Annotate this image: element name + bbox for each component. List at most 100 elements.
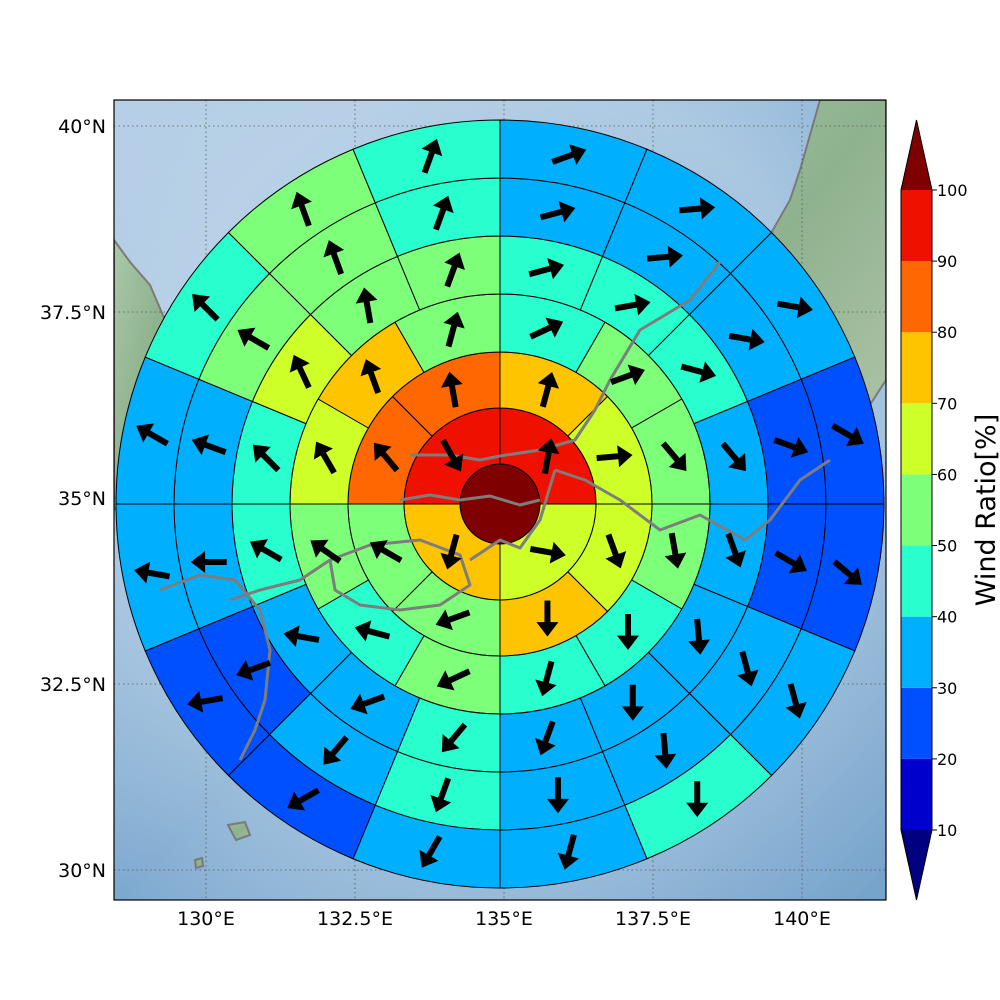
colorbar-tick-label: 10: [937, 821, 957, 840]
wind-arrow-head: [291, 191, 312, 210]
wind-arrow-head: [323, 240, 345, 258]
wind-arrow-head: [728, 453, 746, 472]
lat-tick-label: 37.5°N: [40, 302, 106, 324]
lon-tick-label: 132.5°E: [317, 908, 393, 930]
wind-arrow-head: [535, 738, 556, 756]
colorbar-segment: [901, 403, 932, 475]
lon-tick-label: 137.5°E: [615, 908, 691, 930]
wind-arrow-head: [236, 659, 254, 681]
wind-arrow-head: [237, 327, 256, 347]
wind-arrow-head: [845, 427, 864, 447]
wind-arrow-head: [136, 423, 155, 443]
colorbar-tick-label: 70: [937, 394, 957, 413]
wind-arrow-head: [310, 539, 329, 558]
wind-arrow-head: [432, 195, 454, 214]
colorbar-tick-label: 30: [937, 679, 957, 698]
colorbar: 10 20 30 40 50 60 70 80 90 100: [900, 119, 968, 901]
wind-arrow-head: [668, 452, 687, 471]
lat-tick-label: 32.5°N: [40, 674, 106, 696]
wind-arrow-head: [323, 746, 342, 765]
colorbar-under-triangle: [901, 830, 932, 900]
lon-tick-label: 140°E: [773, 908, 831, 930]
wind-arrow-head: [283, 625, 300, 647]
wind-arrow-head: [441, 734, 460, 753]
wind-arrow-head: [360, 359, 382, 377]
wind-arrow-head: [667, 245, 683, 268]
lat-tick-label: 35°N: [58, 488, 106, 510]
wind-arrow-head: [699, 361, 717, 383]
wind-arrow-head: [843, 567, 862, 585]
wind-arrow-head: [537, 438, 560, 455]
wind-arrow-head: [737, 669, 759, 687]
wind-arrow-head: [535, 679, 557, 697]
wind-arrow-head: [373, 442, 392, 461]
wind-arrow-head: [436, 670, 455, 691]
wind-arrow-head: [568, 144, 587, 165]
colorbar-segment: [901, 332, 932, 404]
wind-arrow-head: [435, 609, 453, 631]
wind-arrow-head: [627, 364, 645, 386]
colorbar-segment: [901, 758, 932, 830]
colorbar-tick-label: 90: [937, 252, 957, 271]
wind-arrow-head: [369, 540, 388, 560]
wind-arrow-head: [444, 252, 465, 270]
longitude-ticks: 130°E 132.5°E 135°E 137.5°E 140°E: [177, 908, 831, 930]
wind-arrow-head: [785, 701, 807, 719]
wind-arrow-head: [621, 706, 644, 721]
colorbar-tick-label: 60: [937, 465, 957, 484]
wind-arrow-head: [134, 561, 151, 584]
wind-arrow-head: [354, 620, 372, 642]
wind-arrow-head: [187, 691, 204, 713]
wind-direction-arrows: [134, 138, 864, 870]
wind-arrow-head: [790, 436, 809, 458]
southern-islands: [193, 820, 252, 870]
colorbar-segment: [901, 190, 932, 262]
wind-arrow-head: [748, 328, 765, 351]
lat-tick-label: 30°N: [58, 860, 106, 882]
wind-arrow-head: [549, 541, 566, 564]
colorbar-label: Wind Ratio[%]: [971, 414, 1000, 606]
wind-arrow-head: [443, 311, 465, 329]
wind-arrow-head: [191, 434, 210, 456]
colorbar-segment: [901, 261, 932, 333]
wind-arrow-head: [419, 849, 439, 868]
lon-tick-label: 130°E: [177, 908, 235, 930]
wind-arrow-head: [558, 201, 576, 223]
colorbar-segment: [901, 474, 932, 546]
wind-arrow-head: [536, 622, 559, 637]
wind-arrow-head: [688, 639, 710, 655]
wind-arrow-head: [605, 551, 627, 569]
wind-arrow-head: [192, 294, 211, 313]
wind-arrow-head: [686, 802, 709, 818]
colorbar-tick-label: 50: [937, 537, 957, 556]
latitude-ticks: 40°N 37.5°N 35°N 32.5°N 30°N: [40, 116, 106, 882]
lon-tick-label: 135°E: [475, 908, 533, 930]
wind-ratio-sectors: [116, 120, 885, 889]
wind-arrow-head: [252, 444, 271, 463]
wind-arrow-head: [699, 197, 716, 220]
colorbar-tick-label: 20: [937, 750, 957, 769]
wind-arrow-head: [421, 138, 443, 157]
wind-arrow-head: [654, 753, 677, 769]
colorbar-tick-label: 100: [937, 181, 968, 200]
wind-arrow-head: [537, 372, 560, 389]
wind-arrow-head: [440, 552, 462, 570]
wind-arrow-head: [634, 293, 651, 316]
wind-arrow-head: [350, 693, 368, 715]
wind-arrow-head: [617, 445, 633, 468]
wind-arrow-head: [725, 550, 746, 568]
map-border: [113, 99, 887, 901]
wind-arrow-head: [313, 441, 333, 460]
colorbar-tick-label: 80: [937, 323, 957, 342]
lat-tick-label: 40°N: [58, 116, 106, 138]
wind-arrow-head: [616, 635, 639, 650]
wind-arrow-head: [545, 317, 564, 338]
wind-arrow-head: [788, 554, 807, 574]
wind-arrow-head: [664, 552, 687, 569]
wind-arrow-head: [444, 453, 464, 472]
wind-arrow-head: [547, 258, 565, 280]
colorbar-segment: [901, 687, 932, 759]
wind-arrow-head: [546, 798, 569, 814]
colorbar-over-triangle: [901, 120, 932, 190]
